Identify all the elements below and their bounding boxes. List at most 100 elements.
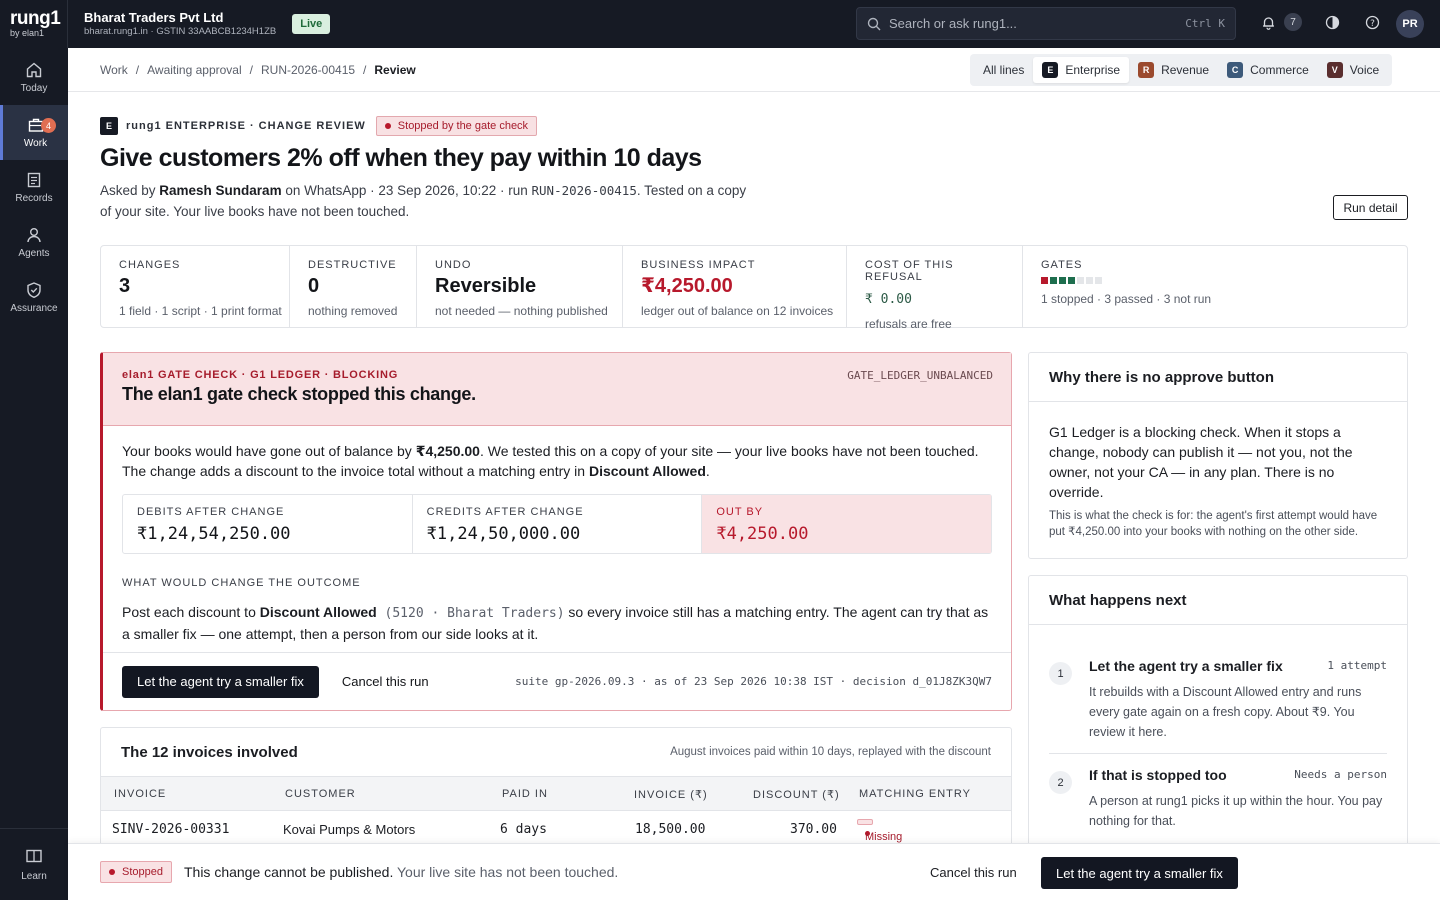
gate-passed-box: [1068, 277, 1075, 284]
search-input[interactable]: Search or ask rung1... Ctrl K: [856, 7, 1236, 40]
revenue-mark-icon: R: [1138, 62, 1155, 78]
top-actions: 7 ?: [1256, 10, 1384, 34]
bell-icon[interactable]: [1256, 10, 1280, 34]
search-shortcut: Ctrl K: [1185, 17, 1225, 30]
stat-value: ₹4,250.00: [641, 275, 733, 297]
stat-sub: ledger out of balance on 12 invoices: [641, 304, 834, 318]
paid-in: 6 days: [500, 822, 547, 837]
gate-account: Discount Allowed: [588, 463, 706, 479]
gate-explanation: Your books would have gone out of balanc…: [122, 441, 992, 481]
gate-not-run-box: [1086, 277, 1093, 284]
gate-stopped-box: [1041, 277, 1048, 284]
discount-amount: 370.00: [790, 822, 837, 837]
breadcrumb-awaiting-approval[interactable]: Awaiting approval: [147, 63, 242, 77]
bottom-action-bar: Stopped This change cannot be published.…: [68, 843, 1440, 900]
rail-item-assurance[interactable]: Assurance: [0, 270, 68, 325]
rail-item-records[interactable]: Records: [0, 160, 68, 215]
gate-text: Your books would have gone out of balanc…: [122, 443, 416, 459]
rail-item-today[interactable]: Today: [0, 50, 68, 105]
stat-key: CHANGES: [119, 259, 181, 271]
table-row[interactable]: SINV-2026-00331 Kovai Pumps & Motors 6 d…: [101, 811, 1011, 847]
contrast-icon[interactable]: [1320, 10, 1344, 34]
why-no-approve-panel: Why there is no approve button G1 Ledger…: [1028, 352, 1408, 559]
rail-label: Learn: [21, 871, 47, 882]
step-tag: Needs a person: [1294, 768, 1387, 781]
gate-code: GATE_LEDGER_UNBALANCED: [847, 369, 993, 382]
stat-changes: CHANGES 3 1 field · 1 script · 1 print f…: [101, 246, 290, 327]
side-rail: Today Work Records Agents Assurance 4 Le…: [0, 48, 68, 900]
asked-mid: on WhatsApp · 23 Sep 2026, 10:22 · run: [281, 183, 532, 198]
help-icon[interactable]: ?: [1360, 10, 1384, 34]
stat-destructive: DESTRUCTIVE 0 nothing removed: [290, 246, 417, 327]
stat-sub: not needed — nothing published: [435, 304, 608, 318]
status-badge: Stopped by the gate check: [375, 116, 538, 136]
invoice-number[interactable]: SINV-2026-00331: [112, 822, 230, 837]
breadcrumb-separator: /: [363, 63, 367, 77]
rail-label: Assurance: [10, 303, 58, 314]
rail-item-learn[interactable]: Learn: [0, 828, 68, 900]
outcome-account: Discount Allowed: [259, 604, 377, 620]
gate-check-header: elan1 GATE CHECK · G1 LEDGER · BLOCKING …: [103, 353, 1011, 426]
what-happens-next-panel: What happens next 1 Let the agent try a …: [1028, 575, 1408, 857]
credits-after-change: CREDITS AFTER CHANGE ₹1,24,50,000.00: [413, 495, 703, 553]
invoice-amount: 18,500.00: [635, 822, 706, 837]
stat-value: 3: [119, 275, 131, 297]
why-note: This is what the check is for: the agent…: [1049, 510, 1378, 538]
breadcrumb-run[interactable]: RUN-2026-00415: [260, 63, 356, 77]
stat-key: GATES: [1041, 259, 1083, 271]
tab-commerce[interactable]: C Commerce: [1218, 57, 1318, 83]
brand-by: by elan1: [10, 27, 45, 38]
cancel-run-button[interactable]: Cancel this run: [930, 865, 1017, 880]
step-title: If that is stopped too: [1089, 767, 1227, 783]
balance-key: OUT BY: [716, 506, 764, 518]
cancel-run-button[interactable]: Cancel this run: [341, 674, 429, 689]
tab-voice[interactable]: V Voice: [1318, 57, 1388, 83]
brand-logo[interactable]: rung1 by elan1: [0, 0, 68, 48]
try-smaller-fix-button[interactable]: Let the agent try a smaller fix: [122, 665, 319, 698]
try-smaller-fix-button[interactable]: Let the agent try a smaller fix: [1041, 857, 1238, 889]
live-badge: Live: [292, 14, 331, 34]
line-switcher: All lines E Enterprise R Revenue C Commerce…: [970, 54, 1393, 86]
tab-enterprise[interactable]: E Enterprise: [1033, 57, 1130, 83]
gate-not-run-box: [1095, 277, 1102, 284]
status-badge: Stopped: [100, 861, 172, 883]
column-header[interactable]: INVOICE: [114, 788, 167, 800]
breadcrumb-work[interactable]: Work: [100, 63, 128, 77]
balance-key: CREDITS AFTER CHANGE: [426, 506, 584, 518]
step-tag: 1 attempt: [1327, 659, 1387, 672]
rail-item-agents[interactable]: Agents: [0, 215, 68, 270]
column-header[interactable]: MATCHING ENTRY: [859, 788, 971, 800]
rail-item-work[interactable]: Work: [0, 105, 68, 160]
notification-count: 7: [1284, 13, 1302, 31]
column-header[interactable]: DISCOUNT (₹): [753, 789, 840, 801]
column-header[interactable]: CUSTOMER: [285, 788, 356, 800]
gate-status-boxes: [1041, 277, 1389, 284]
run-detail-button[interactable]: Run detail: [1333, 195, 1408, 220]
tab-label: Commerce: [1250, 63, 1309, 77]
why-body: G1 Ledger is a blocking check. When it s…: [1029, 402, 1407, 560]
breadcrumb-current: Review: [374, 63, 416, 77]
column-header[interactable]: PAID IN: [502, 788, 548, 800]
column-header[interactable]: INVOICE (₹): [634, 789, 708, 801]
decision-meta: suite gp-2026.09.3 · as of 23 Sep 2026 1…: [515, 675, 992, 688]
why-title: Why there is no approve button: [1029, 353, 1407, 402]
invoices-table-header: INVOICE CUSTOMER PAID IN INVOICE (₹) DIS…: [101, 776, 1011, 811]
tab-all-lines[interactable]: All lines: [974, 57, 1033, 83]
avatar[interactable]: PR: [1396, 10, 1424, 38]
review-eyebrow: rung1 ENTERPRISE · CHANGE REVIEW: [126, 120, 366, 132]
status-dot-icon: [384, 123, 391, 129]
next-step-1: 1 Let the agent try a smaller fix 1 atte…: [1049, 658, 1387, 754]
bottom-message-strong: This change cannot be published.: [183, 864, 394, 880]
rail-label: Records: [15, 193, 53, 204]
invoices-panel: The 12 invoices involved August invoices…: [100, 727, 1012, 857]
outcome-label: WHAT WOULD CHANGE THE OUTCOME: [122, 577, 361, 589]
invoices-header: The 12 invoices involved August invoices…: [101, 728, 1011, 776]
stat-key: DESTRUCTIVE: [308, 259, 397, 271]
stat-key: UNDO: [435, 259, 472, 271]
tab-revenue[interactable]: R Revenue: [1129, 57, 1218, 83]
breadcrumb-bar: Work / Awaiting approval / RUN-2026-0041…: [68, 48, 1440, 92]
gate-actions: Let the agent try a smaller fix Cancel t…: [103, 652, 1011, 710]
stat-business-impact: BUSINESS IMPACT ₹4,250.00 ledger out of …: [623, 246, 847, 327]
outcome-part: Post each discount to: [122, 604, 260, 620]
tab-label: Enterprise: [1065, 63, 1121, 77]
